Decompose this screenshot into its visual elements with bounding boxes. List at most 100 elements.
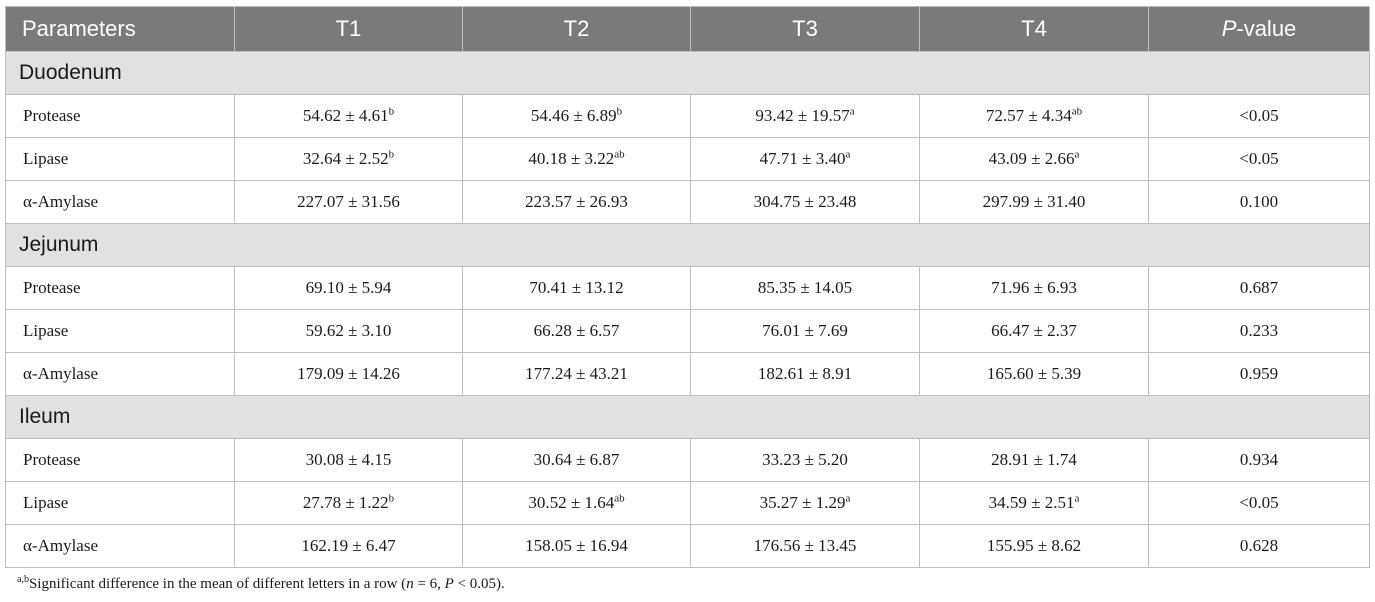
cell-p-value: 0.934 (1149, 439, 1370, 482)
header-row: Parameters T1 T2 T3 T4 P-value (6, 7, 1370, 52)
footnote-n: n (406, 576, 414, 592)
cell-value: 34.59 ± 2.51 (989, 493, 1075, 512)
cell-t3: 35.27 ± 1.29a (691, 482, 920, 525)
cell-value: 179.09 ± 14.26 (297, 364, 400, 383)
footnote-text-a: Significant difference in the mean of di… (29, 576, 406, 592)
cell-value: 176.56 ± 13.45 (754, 536, 857, 555)
cell-value: 43.09 ± 2.66 (989, 149, 1075, 168)
row-label: α-Amylase (6, 525, 235, 568)
cell-t2: 66.28 ± 6.57 (463, 310, 691, 353)
header-p-value: P-value (1149, 7, 1370, 52)
cell-t2: 40.18 ± 3.22ab (463, 138, 691, 181)
row-label: Protease (6, 95, 235, 138)
cell-t2: 158.05 ± 16.94 (463, 525, 691, 568)
cell-t1: 69.10 ± 5.94 (235, 267, 463, 310)
cell-t4: 66.47 ± 2.37 (920, 310, 1149, 353)
cell-p-value: 0.233 (1149, 310, 1370, 353)
significance-letter: b (617, 105, 623, 117)
cell-value: 32.64 ± 2.52 (303, 149, 389, 168)
footnote-p: P (445, 576, 454, 592)
cell-t1: 162.19 ± 6.47 (235, 525, 463, 568)
significance-letter: a (845, 492, 850, 504)
cell-t1: 179.09 ± 14.26 (235, 353, 463, 396)
cell-p-value: <0.05 (1149, 138, 1370, 181)
significance-letter: ab (614, 492, 624, 504)
header-t1: T1 (235, 7, 463, 52)
cell-t3: 47.71 ± 3.40a (691, 138, 920, 181)
cell-value: 85.35 ± 14.05 (758, 278, 852, 297)
cell-t3: 176.56 ± 13.45 (691, 525, 920, 568)
header-p-rest: -value (1236, 16, 1296, 41)
cell-value: 177.24 ± 43.21 (525, 364, 628, 383)
table-row: Lipase 27.78 ± 1.22b 30.52 ± 1.64ab 35.27 ±… (6, 482, 1370, 525)
section-title: Jejunum (6, 224, 1370, 267)
cell-t2: 177.24 ± 43.21 (463, 353, 691, 396)
section-title: Ileum (6, 396, 1370, 439)
cell-value: 155.95 ± 8.62 (987, 536, 1081, 555)
table-footnote: a,bSignificant difference in the mean of… (17, 576, 505, 593)
cell-t3: 304.75 ± 23.48 (691, 181, 920, 224)
cell-value: 27.78 ± 1.22 (303, 493, 389, 512)
header-t2: T2 (463, 7, 691, 52)
row-label: Lipase (6, 310, 235, 353)
section-row: Duodenum (6, 52, 1370, 95)
significance-letter: b (389, 148, 395, 160)
significance-letter: a (845, 148, 850, 160)
significance-letter: a (1074, 148, 1079, 160)
cell-t4: 43.09 ± 2.66a (920, 138, 1149, 181)
table-row: α-Amylase 162.19 ± 6.47 158.05 ± 16.94 176.… (6, 525, 1370, 568)
section-row: Ileum (6, 396, 1370, 439)
cell-t2: 54.46 ± 6.89b (463, 95, 691, 138)
cell-t4: 34.59 ± 2.51a (920, 482, 1149, 525)
section-title: Duodenum (6, 52, 1370, 95)
row-label: Lipase (6, 138, 235, 181)
footnote-superscript: a,b (17, 574, 29, 585)
cell-value: 158.05 ± 16.94 (525, 536, 628, 555)
cell-t1: 27.78 ± 1.22b (235, 482, 463, 525)
row-label: α-Amylase (6, 181, 235, 224)
cell-value: 227.07 ± 31.56 (297, 192, 400, 211)
cell-value: 297.99 ± 31.40 (983, 192, 1086, 211)
table-row: α-Amylase 179.09 ± 14.26 177.24 ± 43.21 182… (6, 353, 1370, 396)
significance-letter: a (1074, 492, 1079, 504)
cell-value: 165.60 ± 5.39 (987, 364, 1081, 383)
cell-t4: 297.99 ± 31.40 (920, 181, 1149, 224)
table-row: Lipase 59.62 ± 3.10 66.28 ± 6.57 76.01 ± 7.… (6, 310, 1370, 353)
cell-value: 66.28 ± 6.57 (534, 321, 620, 340)
cell-t3: 33.23 ± 5.20 (691, 439, 920, 482)
cell-value: 35.27 ± 1.29 (760, 493, 846, 512)
footnote-text-b: = 6, (414, 576, 445, 592)
significance-letter: ab (614, 148, 624, 160)
cell-value: 223.57 ± 26.93 (525, 192, 628, 211)
cell-t4: 165.60 ± 5.39 (920, 353, 1149, 396)
header-p-italic: P (1222, 16, 1237, 41)
cell-value: 304.75 ± 23.48 (754, 192, 857, 211)
cell-p-value: <0.05 (1149, 482, 1370, 525)
cell-t1: 227.07 ± 31.56 (235, 181, 463, 224)
cell-value: 54.46 ± 6.89 (531, 106, 617, 125)
cell-t3: 76.01 ± 7.69 (691, 310, 920, 353)
table-row: Protease 69.10 ± 5.94 70.41 ± 13.12 85.35 ±… (6, 267, 1370, 310)
table-row: Protease 30.08 ± 4.15 30.64 ± 6.87 33.23 ± … (6, 439, 1370, 482)
footnote-text-c: < 0.05). (454, 576, 505, 592)
cell-value: 70.41 ± 13.12 (529, 278, 623, 297)
row-label: Protease (6, 439, 235, 482)
cell-t2: 30.52 ± 1.64ab (463, 482, 691, 525)
cell-t3: 85.35 ± 14.05 (691, 267, 920, 310)
cell-t4: 72.57 ± 4.34ab (920, 95, 1149, 138)
significance-letter: ab (1072, 105, 1082, 117)
cell-value: 30.64 ± 6.87 (534, 450, 620, 469)
cell-value: 47.71 ± 3.40 (760, 149, 846, 168)
significance-letter: a (850, 105, 855, 117)
cell-t4: 155.95 ± 8.62 (920, 525, 1149, 568)
cell-value: 33.23 ± 5.20 (762, 450, 848, 469)
header-t4: T4 (920, 7, 1149, 52)
table-row: Lipase 32.64 ± 2.52b 40.18 ± 3.22ab 47.71 ±… (6, 138, 1370, 181)
cell-value: 30.08 ± 4.15 (306, 450, 392, 469)
cell-t1: 32.64 ± 2.52b (235, 138, 463, 181)
cell-value: 30.52 ± 1.64 (528, 493, 614, 512)
table-row: Protease 54.62 ± 4.61b 54.46 ± 6.89b 93.42 … (6, 95, 1370, 138)
cell-value: 54.62 ± 4.61 (303, 106, 389, 125)
cell-t2: 223.57 ± 26.93 (463, 181, 691, 224)
cell-p-value: <0.05 (1149, 95, 1370, 138)
